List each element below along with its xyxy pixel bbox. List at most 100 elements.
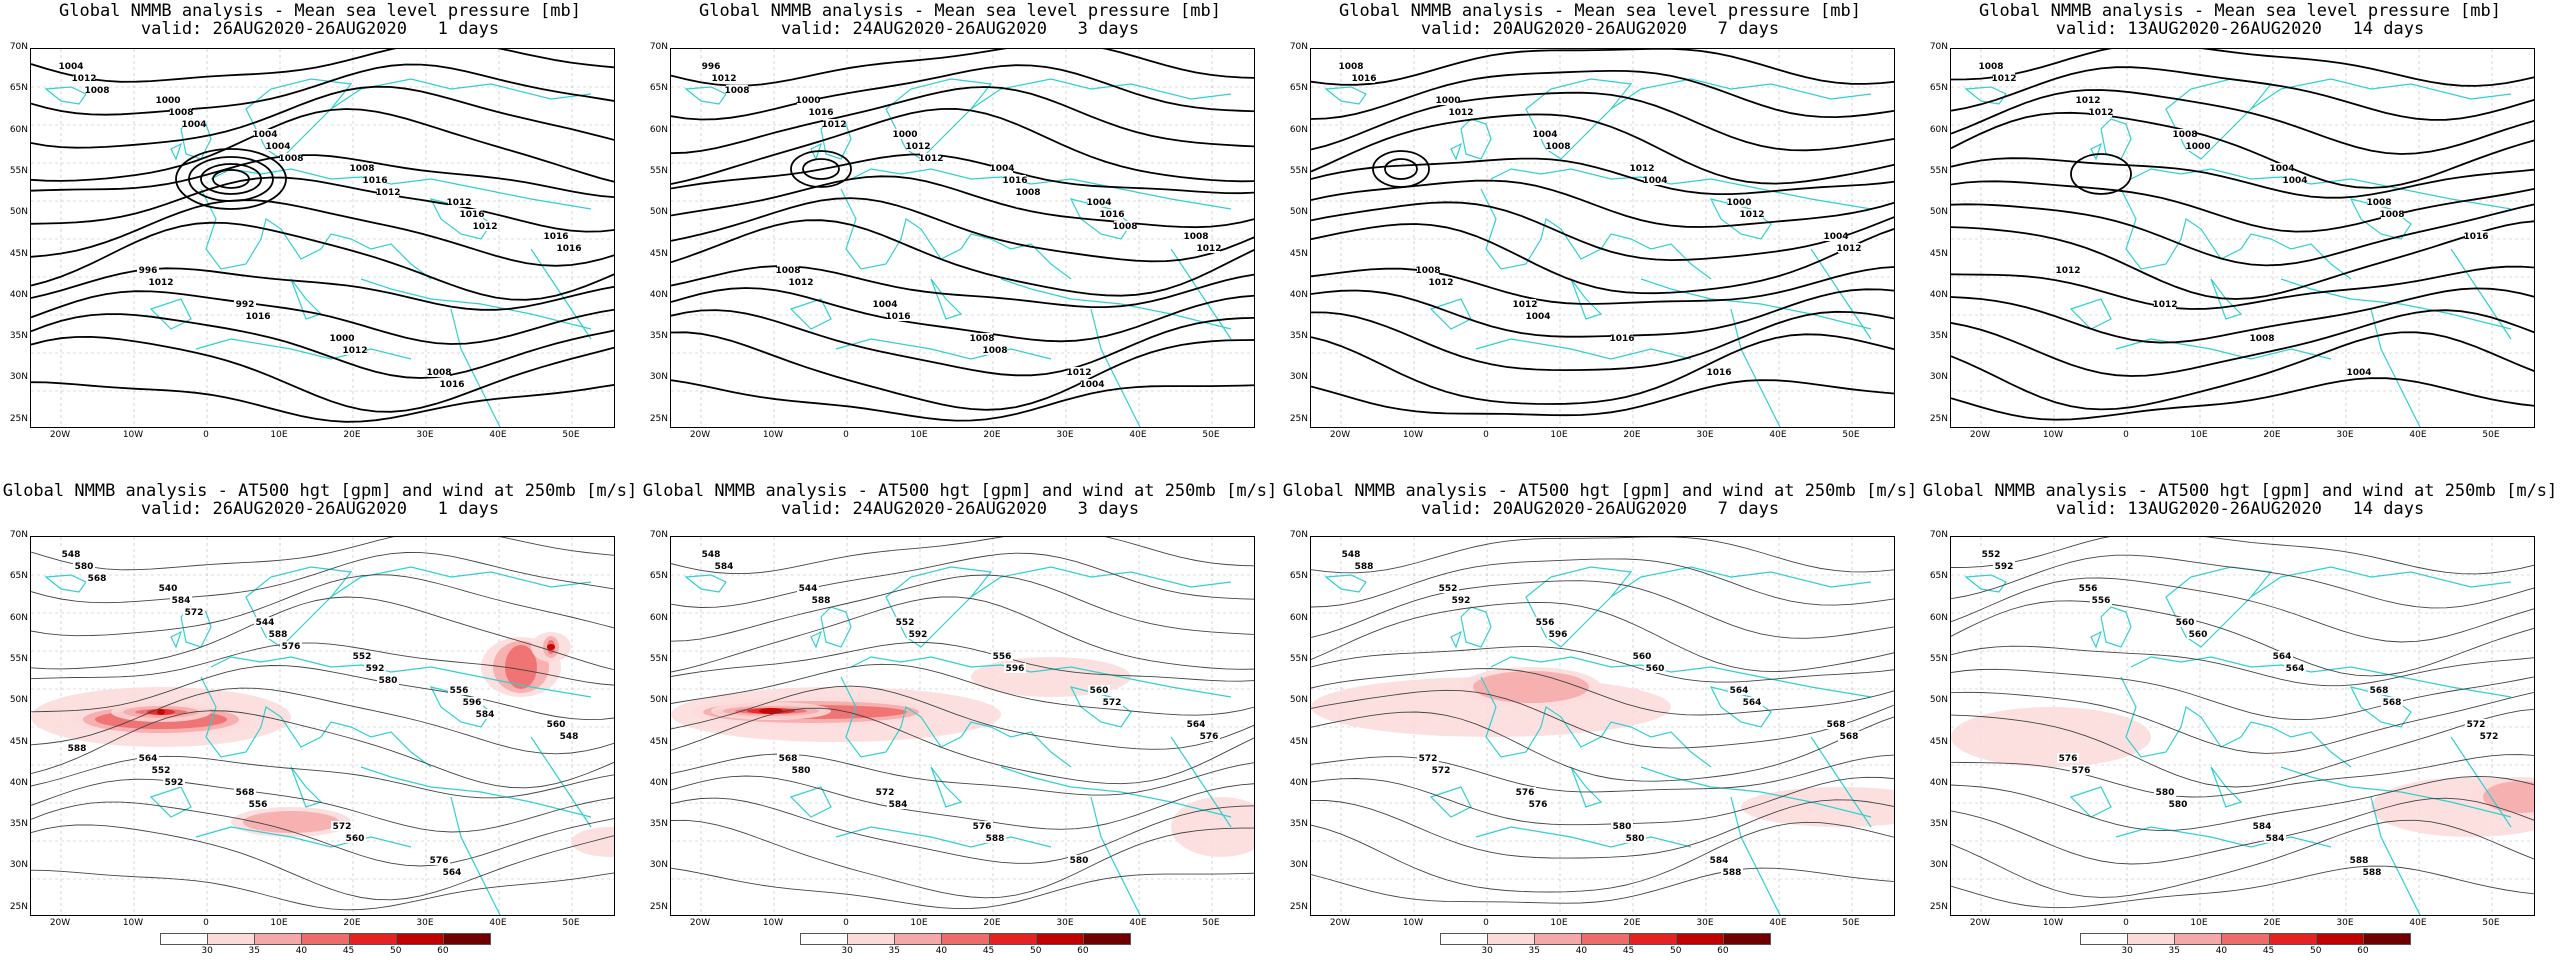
colorbar-tick: 50 — [2309, 946, 2322, 956]
lat-label: 35N — [649, 331, 668, 342]
contour-label: 1008 — [1112, 222, 1137, 232]
contour-label: 556 — [1536, 618, 1555, 628]
lon-label: 10E — [1550, 430, 1568, 440]
contour-label: 996 — [702, 62, 721, 72]
map-svg: 996 1000 1000 1004 1004 1008 1008 1004 1008 1012 1… — [671, 49, 1254, 427]
lon-label: 10E — [2190, 430, 2208, 440]
contour-label: 568 — [2383, 698, 2402, 708]
colorbar-segment — [2221, 933, 2270, 945]
contour-label: 1008 — [1015, 188, 1040, 198]
lon-label: 10W — [1402, 430, 1424, 440]
colorbar-segment — [301, 933, 350, 945]
contour-label: 996 — [139, 266, 158, 276]
top-panel-4: Global NMMB analysis - Mean sea level pr… — [1920, 0, 2560, 480]
lat-label: 30N — [9, 372, 28, 383]
lat-label: 30N — [1929, 860, 1948, 871]
colorbar-segment — [2174, 933, 2223, 945]
map-plot: 1008 1000 1004 1012 1000 1004 1008 1012 1016 1016… — [1310, 48, 1895, 428]
lon-label: 10W — [122, 430, 144, 440]
contour-label: 1008 — [1338, 62, 1363, 72]
contour-label: 568 — [236, 788, 255, 798]
lon-label: 50E — [1202, 918, 1220, 928]
map-svg: 1004 1000 1004 1008 1012 1016 996 992 1000 1008 10… — [31, 49, 614, 427]
colorbar-segment — [800, 933, 849, 945]
lon-label: 20W — [1329, 918, 1351, 928]
contour-label: 1012 — [905, 142, 930, 152]
panel-subtitle: valid: 26AUG2020-26AUG2020 1 days — [140, 499, 500, 519]
contour-label: 560 — [2176, 618, 2195, 628]
map-svg: 552 556 560 564 568 572 576 580 584 588 592 556 560 5… — [1951, 537, 2534, 915]
panel-title: Global NMMB analysis - Mean sea level pr… — [1979, 1, 2501, 21]
lon-label: 10E — [910, 430, 928, 440]
lon-label: 20E — [343, 918, 361, 928]
contour-label: 584 — [476, 710, 495, 720]
contour-label: 1016 — [362, 176, 387, 186]
lat-label: 65N — [1289, 571, 1308, 582]
contour-label: 560 — [1646, 664, 1665, 674]
lon-label: 20W — [1969, 430, 1991, 440]
panel-title: Global NMMB analysis - AT500 hgt [gpm] a… — [2, 481, 638, 501]
contour-label: 564 — [443, 868, 462, 878]
contour-label: 1016 — [245, 312, 270, 322]
lat-label: 55N — [1929, 653, 1948, 664]
lat-label: 45N — [1929, 248, 1948, 259]
lat-label: 35N — [649, 819, 668, 830]
lon-label: 40E — [1769, 430, 1787, 440]
contour-label: 580 — [2169, 800, 2188, 810]
lat-label: 65N — [1289, 83, 1308, 94]
lat-label: 65N — [649, 571, 668, 582]
lon-label: 10E — [1550, 918, 1568, 928]
contour-label: 580 — [1626, 834, 1645, 844]
lat-label: 40N — [9, 777, 28, 788]
contour-label: 576 — [282, 642, 301, 652]
lon-label: 50E — [562, 430, 580, 440]
colorbar-segment — [2268, 933, 2317, 945]
lon-label: 50E — [1202, 430, 1220, 440]
contour-label: 580 — [1613, 822, 1632, 832]
lat-label: 55N — [9, 165, 28, 176]
colorbar-tick: 60 — [2357, 946, 2369, 956]
lat-label: 35N — [1289, 819, 1308, 830]
contour-label: 1012 — [711, 74, 736, 84]
contour-label: 1016 — [1706, 368, 1731, 378]
lat-label: 50N — [649, 207, 668, 218]
lon-label: 0 — [203, 918, 209, 928]
contour-label: 592 — [1452, 596, 1471, 606]
colorbar-segment — [1581, 933, 1630, 945]
contour-label: 1008 — [349, 164, 374, 174]
contour-label: 1012 — [1629, 164, 1654, 174]
lon-label: 40E — [489, 918, 507, 928]
bottom-panel-1: Global NMMB analysis - AT500 hgt [gpm] a… — [0, 480, 640, 960]
contour-label: 560 — [346, 834, 365, 844]
contour-label: 1008 — [2172, 130, 2197, 140]
contour-label: 1008 — [982, 346, 1007, 356]
contour-label: 564 — [1743, 698, 1762, 708]
lat-label: 25N — [649, 901, 668, 912]
contour-label: 556 — [2092, 596, 2111, 606]
contour-label: 1012 — [375, 188, 400, 198]
contour-label: 1012 — [71, 74, 96, 84]
colorbar-tick: 30 — [841, 946, 853, 956]
contour-label: 1008 — [2366, 198, 2391, 208]
colorbar-tick: 45 — [982, 946, 995, 956]
lat-label: 60N — [1289, 124, 1308, 135]
lat-label: 30N — [649, 372, 668, 383]
colorbar-segment — [348, 933, 397, 945]
contour-label: 560 — [1633, 652, 1652, 662]
contour-label: 560 — [1090, 686, 1109, 696]
colorbar-tick: 30 — [201, 946, 213, 956]
contour-label: 576 — [1200, 732, 1219, 742]
lat-label: 30N — [1289, 860, 1308, 871]
lon-label: 30E — [1696, 430, 1714, 440]
colorbar-tick: 40 — [2215, 946, 2228, 956]
contour-label: 1008 — [1978, 62, 2003, 72]
colorbar-tick: 35 — [888, 946, 900, 956]
lon-label: 20W — [1969, 918, 1991, 928]
lat-label: 40N — [649, 289, 668, 300]
lat-label: 25N — [9, 901, 28, 912]
lat-label: 45N — [1289, 248, 1308, 259]
contour-label: 1004 — [2269, 164, 2294, 174]
contour-label: 568 — [1840, 732, 1859, 742]
contour-label: 1008 — [1545, 142, 1570, 152]
lat-label: 60N — [1929, 124, 1948, 135]
